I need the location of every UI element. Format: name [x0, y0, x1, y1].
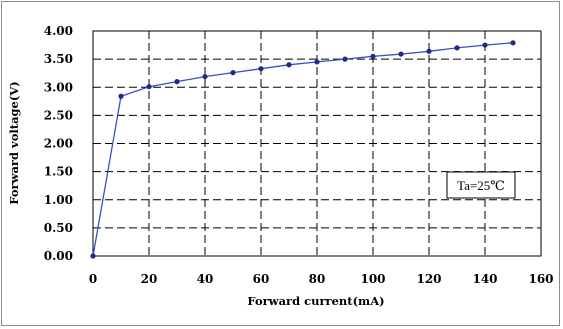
y-tick-label: 0.00: [44, 249, 73, 263]
x-tick-label: 40: [197, 272, 214, 286]
y-tick-label: 2.50: [44, 108, 73, 122]
tick-labels: 0.00 0.50 1.00 1.50 2.00 2.50 3.00 3.50 4.00 0 20 4…: [44, 24, 554, 286]
y-tick-label: 3.00: [44, 80, 73, 94]
series-line: [92, 42, 514, 257]
x-tick-label: 100: [360, 272, 385, 286]
data-point: [146, 84, 152, 90]
data-point: [510, 40, 516, 46]
x-axis-title: Forward current(mA): [247, 294, 384, 308]
data-point: [174, 79, 180, 85]
grid-lines: [93, 31, 541, 256]
y-tick-label: 4.00: [44, 24, 73, 38]
y-tick-label: 2.00: [44, 137, 73, 151]
x-tick-label: 20: [141, 272, 158, 286]
data-point: [454, 45, 460, 51]
x-tick-label: 160: [528, 272, 553, 286]
data-point: [342, 56, 348, 62]
data-point: [370, 53, 376, 59]
data-point: [118, 93, 124, 99]
data-point: [90, 253, 96, 259]
y-tick-label: 3.50: [44, 52, 73, 66]
data-point: [258, 66, 264, 72]
data-point: [398, 51, 404, 57]
x-tick-label: 60: [253, 272, 270, 286]
data-point: [286, 62, 292, 68]
y-axis-title: Forward voltage(V): [7, 81, 21, 204]
x-tick-label: 120: [416, 272, 441, 286]
y-tick-label: 0.50: [44, 221, 73, 235]
data-point: [314, 59, 320, 65]
data-point: [482, 42, 488, 48]
annotation-box: Ta=25℃: [446, 171, 516, 199]
y-tick-label: 1.00: [44, 193, 73, 207]
x-tick-label: 140: [472, 272, 497, 286]
data-point: [426, 48, 432, 54]
data-point: [230, 70, 236, 76]
data-point: [202, 73, 208, 80]
x-tick-label: 80: [309, 272, 326, 286]
y-tick-label: 1.50: [44, 165, 73, 179]
x-tick-label: 0: [89, 272, 97, 286]
annotation-text: Ta=25℃: [457, 178, 505, 193]
data-series: [90, 40, 516, 259]
